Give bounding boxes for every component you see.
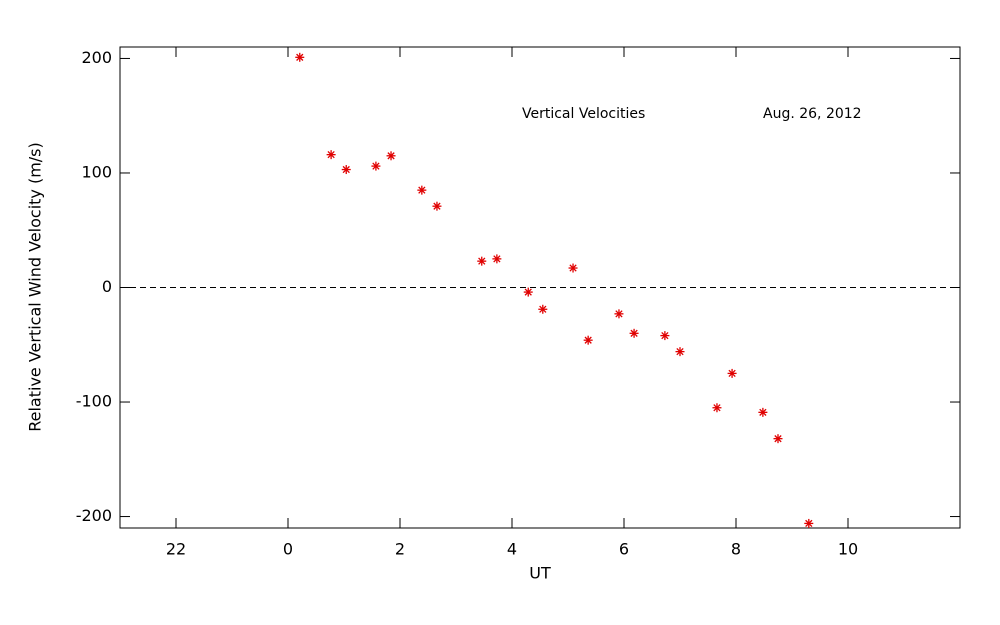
point bbox=[432, 201, 442, 211]
point bbox=[492, 254, 502, 264]
point bbox=[629, 328, 639, 338]
point bbox=[758, 407, 768, 417]
y-tick-label: 0 bbox=[102, 277, 112, 296]
x-axis-label: UT bbox=[529, 564, 551, 583]
x-tick-label: 22 bbox=[166, 540, 186, 559]
y-tick-label: -100 bbox=[76, 392, 112, 411]
point bbox=[583, 335, 593, 345]
point bbox=[538, 304, 548, 314]
x-tick-label: 2 bbox=[395, 540, 405, 559]
point bbox=[773, 434, 783, 444]
x-tick-label: 6 bbox=[619, 540, 629, 559]
y-axis-label: Relative Vertical Wind Velocity (m/s) bbox=[26, 142, 45, 432]
point bbox=[371, 161, 381, 171]
point bbox=[675, 347, 685, 357]
x-tick-label: 4 bbox=[507, 540, 517, 559]
point bbox=[712, 403, 722, 413]
point bbox=[523, 287, 533, 297]
point bbox=[326, 150, 336, 160]
y-tick-label: -200 bbox=[76, 506, 112, 525]
point bbox=[660, 331, 670, 341]
x-tick-label: 10 bbox=[838, 540, 858, 559]
point bbox=[386, 151, 396, 161]
y-tick-label: 100 bbox=[81, 162, 112, 181]
point bbox=[568, 263, 578, 273]
point bbox=[804, 518, 814, 528]
point bbox=[417, 185, 427, 195]
annotation: Aug. 26, 2012 bbox=[763, 106, 862, 122]
point bbox=[727, 368, 737, 378]
point bbox=[614, 309, 624, 319]
point bbox=[295, 52, 305, 62]
x-tick-label: 8 bbox=[731, 540, 741, 559]
x-tick-label: 0 bbox=[283, 540, 293, 559]
annotation: Vertical Velocities bbox=[522, 106, 645, 122]
point bbox=[477, 256, 487, 266]
point bbox=[341, 165, 351, 175]
y-tick-label: 200 bbox=[81, 48, 112, 67]
